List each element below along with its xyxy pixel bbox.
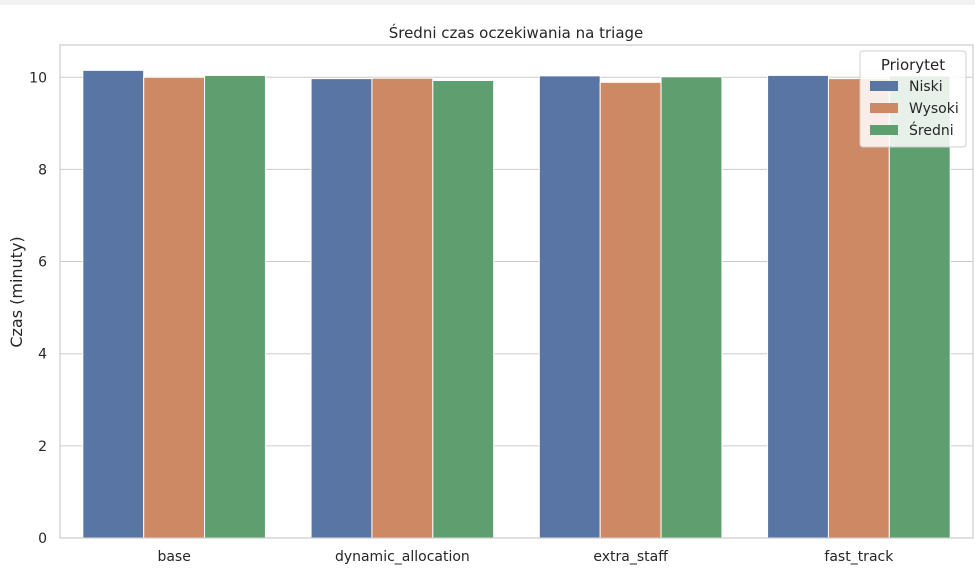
x-tick-label: dynamic_allocation xyxy=(335,549,470,565)
legend-entry: Niski xyxy=(909,79,943,95)
y-tick-label: 2 xyxy=(38,439,47,455)
y-tick-label: 4 xyxy=(38,347,47,363)
axes-frame xyxy=(59,44,974,539)
bar-extra_staff-0 xyxy=(538,75,601,539)
bar-base-1 xyxy=(143,76,206,539)
legend-title: Priorytet xyxy=(881,56,945,74)
bar-base-2 xyxy=(204,74,266,539)
bar-fast_track-0 xyxy=(767,74,829,539)
bar-base-0 xyxy=(82,69,145,539)
legend-entry: Średni xyxy=(909,121,954,139)
bar-extra_staff-1 xyxy=(599,81,662,539)
x-ticks: base dynamic_allocation extra_staff fast_tr… xyxy=(157,549,894,565)
y-tick-label: 8 xyxy=(38,162,47,178)
x-tick-label: extra_staff xyxy=(593,549,668,565)
bar-dynamic_allocation-0 xyxy=(310,78,373,539)
legend: Priorytet Niski Wysoki Średni xyxy=(859,50,967,148)
chart-title: Średni czas oczekiwania na triage xyxy=(389,23,644,42)
x-tick-label: base xyxy=(157,549,190,565)
legend-box xyxy=(859,50,967,148)
x-tick-label: fast_track xyxy=(824,549,894,565)
y-tick-label: 10 xyxy=(29,70,47,86)
bar-dynamic_allocation-1 xyxy=(371,77,434,539)
plot-frame xyxy=(59,44,974,539)
legend-entry: Wysoki xyxy=(909,101,959,117)
legend-swatch xyxy=(870,103,898,113)
y-axis-label: Czas (minuty) xyxy=(7,236,26,347)
legend-swatch xyxy=(870,125,898,135)
bars-group xyxy=(82,69,951,539)
window-top-strip xyxy=(0,0,975,5)
y-tick-label: 6 xyxy=(38,255,47,271)
bar-extra_staff-2 xyxy=(660,76,723,539)
bar-fast_track-1 xyxy=(827,78,890,539)
y-ticks: 0 2 4 6 8 10 xyxy=(29,70,47,547)
y-tick-label: 0 xyxy=(38,531,47,547)
bar-dynamic_allocation-2 xyxy=(432,79,495,539)
legend-swatch xyxy=(870,81,898,91)
